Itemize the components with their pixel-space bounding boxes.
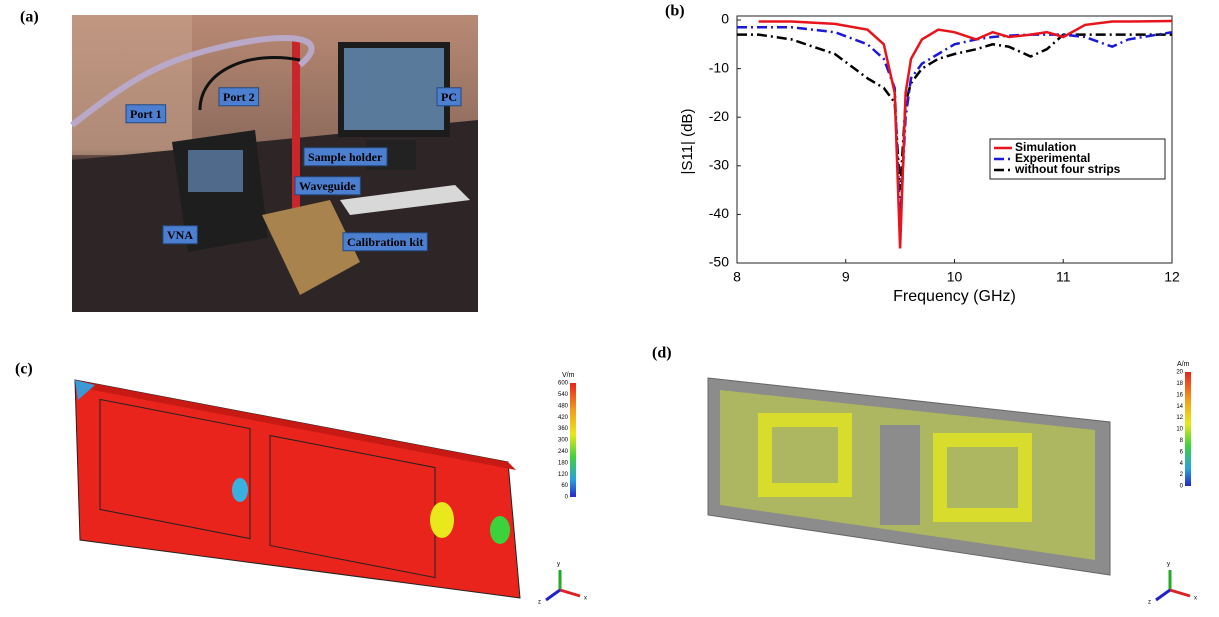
x-axis-label: Frequency (GHz) (893, 288, 1016, 305)
field-slab-h (708, 378, 1110, 575)
x-tick-label: 11 (1056, 269, 1071, 285)
photo-label: Waveguide (299, 179, 356, 193)
colorbar-tick: 4 (1180, 461, 1184, 467)
colorbar-tick: 480 (558, 403, 569, 409)
y-tick-label: -40 (709, 205, 729, 221)
y-tick-label: -50 (709, 254, 729, 270)
colorbar-tick: 16 (1176, 392, 1183, 398)
axis-letter: y (557, 562, 560, 568)
colorbar-tick: 120 (558, 472, 569, 478)
photo (72, 15, 478, 312)
colorbar-tick: 420 (558, 415, 569, 421)
colorbar-tick: 10 (1176, 427, 1183, 433)
colorbar-tick: 240 (558, 449, 569, 455)
photo-label: VNA (167, 228, 193, 242)
photo-label: Sample holder (308, 150, 383, 164)
panel-label: (b) (665, 3, 685, 20)
axis-arrow (560, 590, 580, 596)
colorbar-tick: 0 (1180, 484, 1184, 490)
colorbar-tick: 300 (558, 438, 569, 444)
axis-letter: x (1194, 596, 1197, 602)
colorbar-tick: 20 (1176, 370, 1183, 376)
axis-letter: z (1148, 600, 1151, 606)
legend-label: without four strips (1014, 162, 1121, 176)
colorbar-tick: 540 (558, 392, 569, 398)
figure: (a) (b) (c) (d) Port 1 Port 2 PC Sample holder W… (0, 0, 1219, 617)
colorbar-tick: 600 (558, 381, 569, 387)
x-tick-label: 12 (1164, 269, 1180, 285)
colorbar-tick: 360 (558, 426, 569, 432)
y-tick-label: 0 (721, 11, 729, 27)
y-tick-label: -30 (709, 157, 729, 173)
photo-label: Port 1 (130, 107, 162, 121)
x-tick-label: 10 (947, 269, 963, 285)
axis-letter: y (1167, 562, 1170, 568)
colorbar-tick: 18 (1176, 381, 1183, 387)
colorbar (570, 383, 576, 497)
colorbar-tick: 8 (1180, 438, 1184, 444)
panel-label: (d) (652, 345, 672, 362)
x-tick-label: 8 (733, 269, 741, 285)
colorbar-tick: 180 (558, 460, 569, 466)
panel-label: (c) (15, 361, 33, 378)
colorbar-unit: V/m (562, 372, 575, 379)
photo-label: PC (441, 90, 457, 104)
photo-label: Port 2 (223, 90, 255, 104)
colorbar-unit: A/m (1177, 361, 1190, 368)
colorbar-tick: 14 (1176, 404, 1183, 410)
axis-letter: x (584, 596, 587, 602)
colorbar-tick: 0 (565, 495, 569, 501)
x-tick-label: 9 (842, 269, 850, 285)
colorbar-tick: 2 (1180, 472, 1184, 478)
photo-label: Calibration kit (347, 235, 423, 249)
axis-arrow (1156, 590, 1170, 600)
y-axis-label: |S11| (dB) (679, 109, 696, 175)
colorbar (1185, 372, 1191, 486)
panel-label: (a) (20, 9, 39, 26)
axis-arrow (546, 590, 560, 600)
colorbar-tick: 6 (1180, 449, 1184, 455)
colorbar-tick: 60 (561, 483, 568, 489)
field-slab-e (75, 380, 520, 598)
y-tick-label: -20 (709, 108, 729, 124)
colorbar-tick: 12 (1176, 415, 1183, 421)
y-tick-label: -10 (709, 59, 729, 75)
axis-letter: z (538, 600, 541, 606)
axis-arrow (1170, 590, 1190, 596)
